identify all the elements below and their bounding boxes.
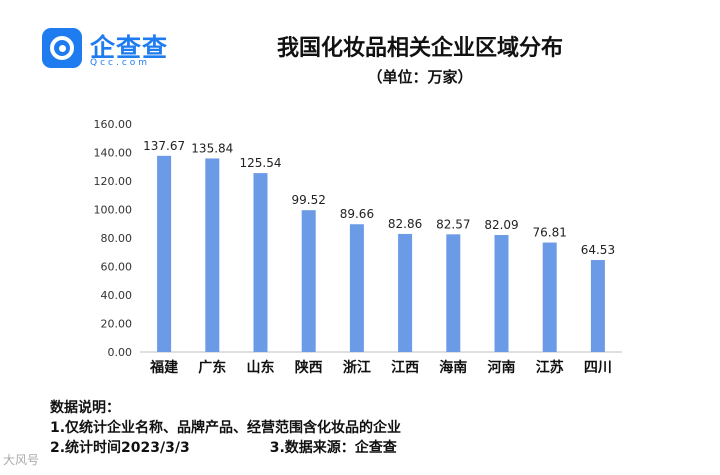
y-tick-label: 80.00: [101, 232, 133, 245]
chart-subtitle: （单位：万家）: [367, 68, 473, 86]
bar: [253, 173, 268, 352]
bar: [590, 260, 605, 352]
x-tick-label: 江苏: [536, 359, 564, 376]
y-tick-label: 0.00: [108, 346, 133, 359]
y-tick-label: 40.00: [101, 289, 133, 302]
notes-line-2: 2.统计时间2023/3/3: [50, 440, 190, 456]
brand-logo: 企查查 Qcc.com: [42, 28, 182, 70]
brand-name: 企查查: [90, 33, 169, 62]
y-tick-label: 60.00: [101, 261, 133, 274]
x-tick-label: 四川: [584, 360, 612, 376]
bar: [205, 158, 220, 352]
data-label: 82.57: [436, 217, 470, 231]
qcc-logo-icon: [42, 28, 82, 68]
x-tick-label: 福建: [149, 359, 178, 376]
notes-heading: 数据说明：: [50, 400, 120, 416]
x-tick-label: 陕西: [295, 359, 323, 376]
data-label: 82.86: [388, 217, 422, 231]
bar: [398, 233, 413, 352]
bar: [301, 210, 316, 352]
data-label: 64.53: [581, 243, 615, 257]
bar: [157, 155, 172, 352]
data-label: 82.09: [484, 218, 518, 232]
y-tick-label: 160.00: [94, 118, 133, 131]
data-label: 76.81: [533, 226, 567, 240]
y-tick-label: 20.00: [101, 318, 133, 331]
x-tick-label: 河南: [488, 359, 516, 376]
notes-line-1: 1.仅统计企业名称、品牌产品、经营范围含化妆品的企业: [50, 420, 402, 436]
x-tick-label: 广东: [198, 359, 226, 376]
data-label: 137.67: [143, 139, 185, 153]
chart-title: 我国化妆品相关企业区域分布: [276, 36, 563, 61]
y-tick-label: 100.00: [94, 204, 133, 217]
bar: [349, 224, 364, 352]
brand-url: Qcc.com: [90, 58, 151, 68]
y-tick-label: 140.00: [94, 147, 133, 160]
x-tick-label: 江西: [391, 359, 419, 376]
x-tick-label: 山东: [247, 359, 275, 376]
watermark: 大风号: [3, 453, 40, 467]
x-tick-label: 海南: [439, 359, 467, 376]
data-label: 135.84: [191, 141, 233, 155]
notes-source: 3.数据来源：企查查: [269, 440, 397, 456]
bar: [446, 234, 461, 352]
x-tick-label: 浙江: [343, 359, 371, 376]
y-tick-label: 120.00: [94, 175, 133, 188]
data-notes: 数据说明： 1.仅统计企业名称、品牌产品、经营范围含化妆品的企业 2.统计时间2…: [50, 398, 401, 458]
bar: [542, 242, 557, 352]
bar: [494, 235, 509, 352]
data-label: 125.54: [240, 156, 282, 170]
data-label: 89.66: [340, 207, 374, 221]
data-label: 99.52: [292, 193, 326, 207]
